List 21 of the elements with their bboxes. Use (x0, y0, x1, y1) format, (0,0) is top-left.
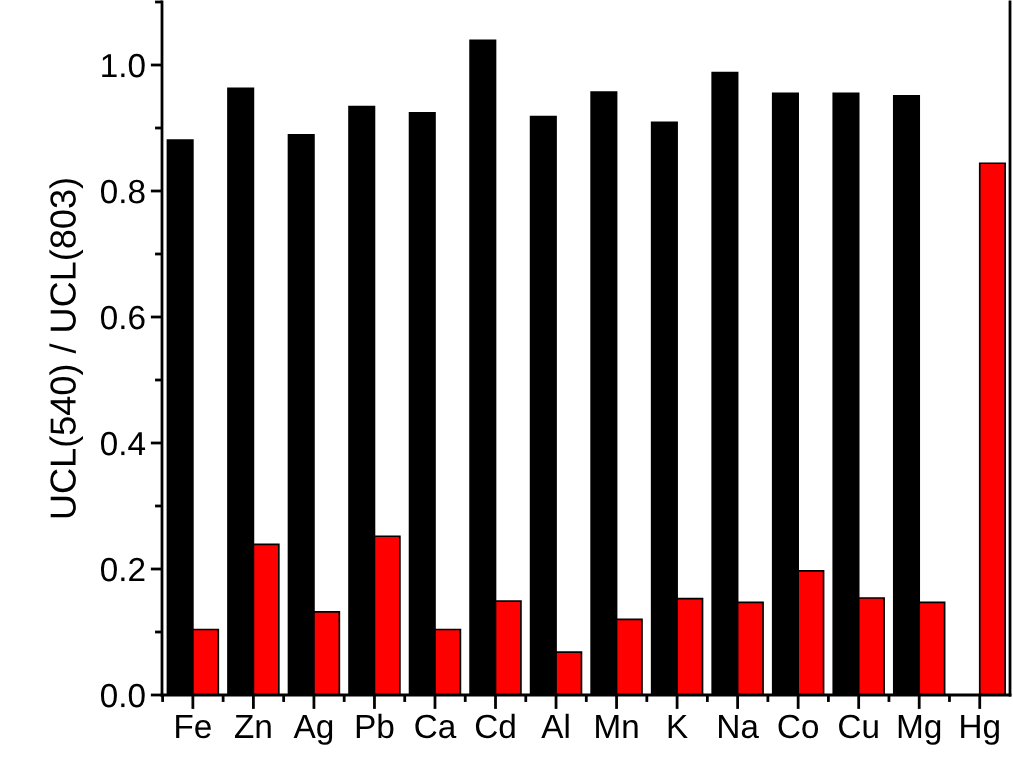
x-tick-label: Mn (596, 714, 638, 738)
y-tick-label: 0.6 (101, 305, 145, 330)
y-tick-label: 0.2 (101, 557, 145, 582)
x-tick-label: Hg (961, 714, 999, 745)
text: 0.0 (101, 683, 145, 708)
y-tick-label: 0.8 (101, 179, 145, 204)
x-tick-label: Mg (898, 714, 941, 745)
x-tick-label: K (668, 714, 688, 738)
text: 1.0 (102, 53, 145, 78)
x-tick-label: Cu (839, 714, 878, 739)
x-tick-label: Al (541, 713, 569, 738)
x-tick-label: Na (719, 714, 759, 739)
x-tick-label: Pb (356, 713, 394, 739)
x-tick-label: Cd (475, 713, 515, 739)
x-tick-label: Co (778, 714, 819, 739)
x-tick-label: Zn (235, 714, 271, 738)
y-axis-title: UCL(540) / UCL(803) (49, 179, 84, 518)
y-tick-label: 0.4 (101, 431, 146, 456)
x-tick-label: Ag (293, 714, 333, 745)
x-tick-label: Fe (176, 714, 211, 739)
x-tick-label: Ca (415, 714, 457, 739)
